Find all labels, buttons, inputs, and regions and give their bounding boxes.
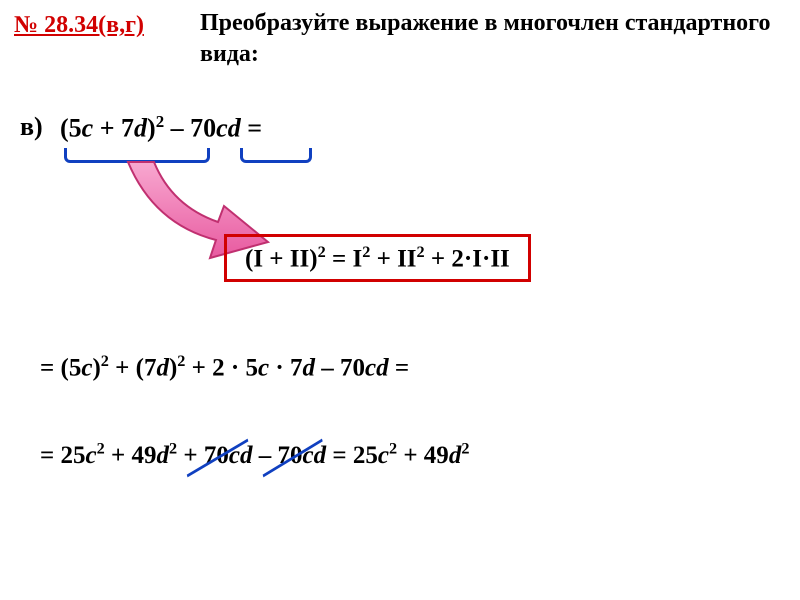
task-text: Преобразуйте выражение в многочлен станд… — [200, 8, 780, 70]
expansion-step2: = 25c2 + 49d2 + 70cd – 70cd = 25c2 + 49d… — [40, 440, 469, 470]
step2-prefix: = 25c2 + 49d2 — [40, 442, 183, 469]
expansion-step1: = (5c)2 + (7d)2 + 2 · 5c · 7d – 70cd = — [40, 352, 409, 382]
formula-box: (I + II)2 = I2 + II2 + 2·I·II — [224, 234, 531, 282]
cancel-term-2-text: – 70cd — [259, 442, 326, 469]
problem-number: № 28.34(в,г) — [14, 12, 144, 39]
cancel-term-1-text: + 70cd — [183, 442, 252, 469]
cancel-term-2: – 70cd — [259, 442, 326, 470]
part-label: в) — [20, 112, 43, 142]
main-expression: (5c + 7d)2 – 70cd = — [60, 112, 262, 144]
step2-suffix: = 25c2 + 49d2 — [332, 442, 469, 469]
cancel-term-1: + 70cd — [183, 442, 252, 470]
